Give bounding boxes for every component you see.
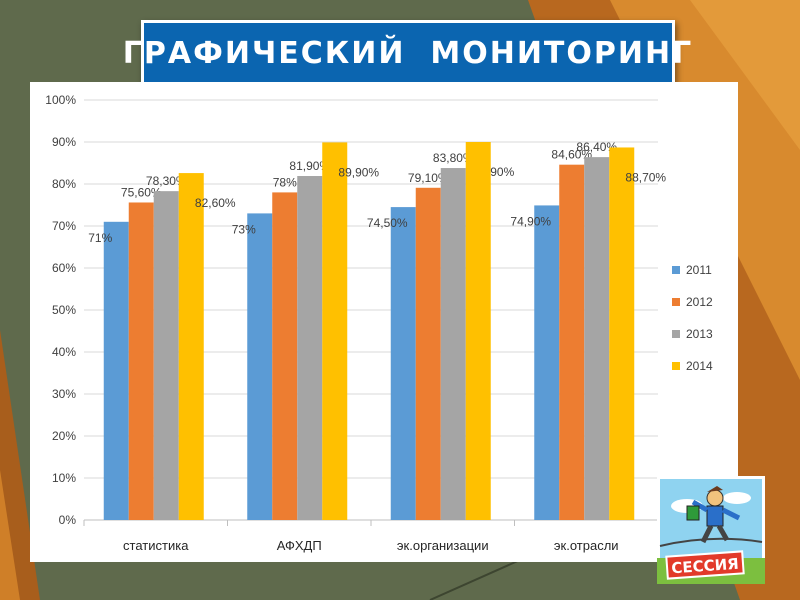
bar-2011: [534, 205, 560, 521]
session-sign-text: СЕССИЯ: [671, 555, 739, 578]
bar-2013: [297, 176, 323, 520]
session-clipart-image: СЕССИЯ: [657, 476, 765, 584]
legend-label: 2013: [686, 327, 713, 341]
bar-2013: [440, 168, 466, 520]
bar-2014: [465, 142, 491, 520]
x-category-label: АФХДП: [277, 538, 322, 553]
y-tick-label: 20%: [52, 429, 76, 443]
data-label: 90%: [490, 165, 514, 179]
bar-chart: 0% 10% 20% 30% 40% 50% 60% 70% 80% 90% 100% 71% 75,6…: [45, 93, 713, 553]
slide-title: ГРАФИЧЕСКИЙ МОНИТОРИНГ: [122, 35, 694, 71]
bar-2013: [584, 157, 610, 520]
slide-title-box: ГРАФИЧЕСКИЙ МОНИТОРИНГ: [123, 20, 691, 86]
data-label: 83,80%: [433, 151, 474, 165]
data-label: 84,60%: [551, 148, 592, 162]
data-label: 75,60%: [121, 185, 162, 199]
bar-2012: [415, 187, 441, 520]
data-label: 88,70%: [625, 170, 666, 184]
data-label: 81,90%: [289, 159, 330, 173]
y-tick-label: 10%: [52, 471, 76, 485]
y-tick-label: 0%: [59, 513, 77, 527]
data-label: 74,50%: [367, 216, 408, 230]
bar-2011: [247, 213, 273, 520]
bar-2013: [153, 191, 179, 520]
legend-label: 2012: [686, 295, 713, 309]
bar-2014: [322, 142, 348, 521]
y-tick-label: 80%: [52, 177, 76, 191]
chart-panel: 0% 10% 20% 30% 40% 50% 60% 70% 80% 90% 100% 71% 75,6…: [30, 82, 738, 562]
y-tick-label: 50%: [52, 303, 76, 317]
bar-2012: [272, 192, 298, 520]
data-label: 74,90%: [510, 214, 551, 228]
y-tick-label: 100%: [45, 93, 76, 107]
y-tick-label: 40%: [52, 345, 76, 359]
x-category-label: статистика: [123, 538, 189, 553]
bar-2012: [559, 164, 585, 520]
y-tick-label: 30%: [52, 387, 76, 401]
data-label: 78%: [273, 175, 297, 189]
y-tick-label: 90%: [52, 135, 76, 149]
legend-label: 2011: [686, 263, 712, 277]
data-label: 73%: [232, 222, 256, 236]
y-tick-label: 70%: [52, 219, 76, 233]
bar-2011: [390, 207, 416, 520]
data-label: 89,90%: [338, 165, 379, 179]
data-label: 71%: [88, 231, 112, 245]
legend-swatch: [672, 298, 680, 306]
data-label: 86,40%: [576, 140, 617, 154]
bar-2014: [178, 173, 204, 520]
bar-2011: [103, 221, 129, 521]
data-label: 82,60%: [195, 196, 236, 210]
x-category-label: эк.организации: [397, 538, 489, 553]
y-tick-label: 60%: [52, 261, 76, 275]
x-category-label: эк.отрасли: [554, 538, 619, 553]
legend-swatch: [672, 330, 680, 338]
data-label: 78,30%: [146, 174, 187, 188]
bar-2014: [609, 147, 635, 520]
data-label: 79,10%: [408, 171, 449, 185]
legend-swatch: [672, 266, 680, 274]
legend-label: 2014: [686, 359, 713, 373]
bar-2012: [128, 202, 154, 520]
legend-swatch: [672, 362, 680, 370]
